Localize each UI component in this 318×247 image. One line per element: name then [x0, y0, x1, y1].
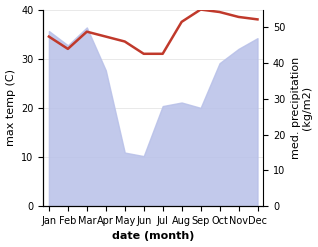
Y-axis label: med. precipitation
(kg/m2): med. precipitation (kg/m2) [291, 57, 313, 159]
X-axis label: date (month): date (month) [112, 231, 194, 242]
Y-axis label: max temp (C): max temp (C) [5, 69, 16, 146]
